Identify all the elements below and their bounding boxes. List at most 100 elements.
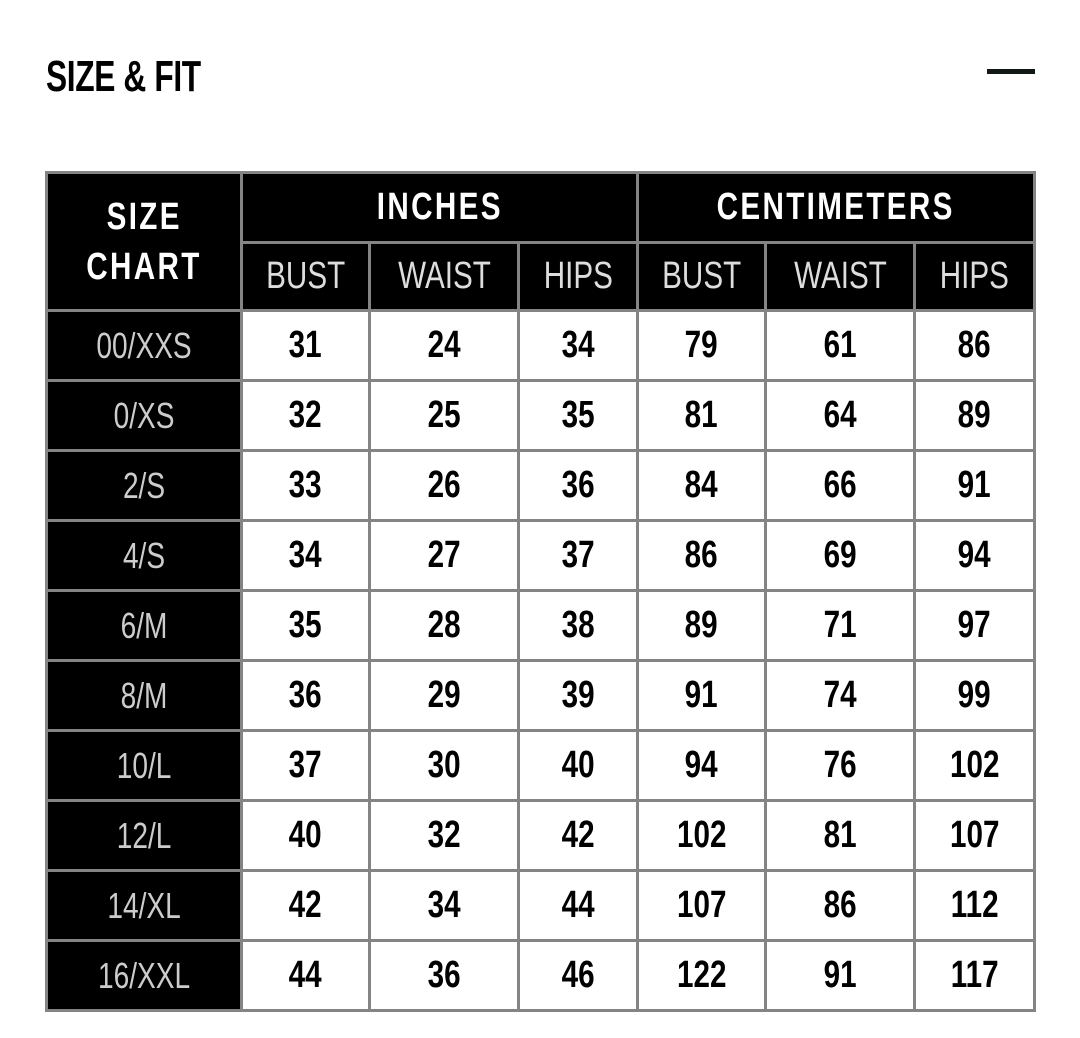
measurement-cell: 117 [913,939,1036,1012]
centimeters-label: CENTIMETERS [716,186,956,228]
measurement-cell: 33 [240,449,371,522]
page-title: SIZE & FIT [46,52,201,101]
table-row: 8/M 36 29 39 91 74 99 [45,659,1036,732]
measurement-value: 34 [561,324,595,366]
measurement-cell: 24 [368,309,520,382]
measurement-value: 24 [427,324,461,366]
column-header-waist: WAIST [368,241,520,312]
measurement-cell: 39 [517,659,639,732]
measurement-value: 35 [561,394,595,436]
measurement-value: 71 [823,604,857,646]
table-row: 00/XXS 31 24 34 79 61 86 [45,309,1036,382]
measurement-cell: 91 [636,659,767,732]
size-cell: 14/XL [45,869,243,942]
column-header-label: HIPS [939,255,1010,297]
size-cell: 6/M [45,589,243,662]
measurement-cell: 74 [764,659,916,732]
centimeters-group-header: CENTIMETERS [636,171,1036,244]
measurement-value: 31 [289,324,322,366]
table-row: 0/XS 32 25 35 81 64 89 [45,379,1036,452]
table-row: 14/XL 42 34 44 107 86 112 [45,869,1036,942]
size-chart-heading: SIZE CHART [45,171,243,312]
table-row: 10/L 37 30 40 94 76 102 [45,729,1036,802]
measurement-value: 44 [289,954,322,996]
measurement-value: 36 [561,464,595,506]
table-row: 12/L 40 32 42 102 81 107 [45,799,1036,872]
size-chart-heading-line2: CHART [86,245,202,288]
measurement-cell: 34 [517,309,639,382]
measurement-cell: 61 [764,309,916,382]
measurement-value: 74 [823,674,857,716]
measurement-cell: 94 [913,519,1036,592]
measurement-value: 81 [685,394,718,436]
measurement-value: 91 [823,954,857,996]
measurement-value: 34 [289,534,322,576]
column-header-label: WAIST [397,255,491,297]
measurement-cell: 79 [636,309,767,382]
size-cell: 4/S [45,519,243,592]
measurement-value: 46 [561,954,595,996]
measurement-cell: 66 [764,449,916,522]
column-header-label: BUST [661,255,742,297]
measurement-value: 29 [427,674,461,716]
column-header-hips: HIPS [517,241,639,312]
size-label: 10/L [116,744,172,786]
measurement-cell: 94 [636,729,767,802]
measurement-value: 35 [289,604,322,646]
measurement-value: 94 [958,534,991,576]
measurement-cell: 46 [517,939,639,1012]
size-label: 2/S [122,464,166,506]
measurement-value: 30 [427,744,461,786]
column-header-label: HIPS [543,255,613,297]
measurement-cell: 35 [240,589,371,662]
size-cell: 00/XXS [45,309,243,382]
measurement-value: 39 [561,674,595,716]
measurement-value: 86 [685,534,718,576]
measurement-cell: 102 [913,729,1036,802]
measurement-value: 107 [676,884,727,926]
measurement-value: 99 [958,674,991,716]
measurement-cell: 30 [368,729,520,802]
size-label: 12/L [116,814,172,856]
measurement-cell: 36 [517,449,639,522]
measurement-value: 32 [289,394,322,436]
measurement-cell: 44 [517,869,639,942]
size-chart-table: SIZE CHART INCHES CENTIMETERS BUST WAIST H… [45,171,1036,1012]
measurement-cell: 102 [636,799,767,872]
measurement-value: 36 [427,954,461,996]
measurement-cell: 42 [240,869,371,942]
size-cell: 16/XXL [45,939,243,1012]
measurement-value: 38 [561,604,595,646]
measurement-value: 42 [289,884,322,926]
measurement-cell: 89 [913,379,1036,452]
size-cell: 0/XS [45,379,243,452]
measurement-value: 86 [958,324,991,366]
measurement-value: 102 [676,814,727,856]
measurement-cell: 99 [913,659,1036,732]
measurement-value: 40 [561,744,595,786]
inches-group-header: INCHES [240,171,639,244]
measurement-value: 79 [685,324,718,366]
measurement-cell: 69 [764,519,916,592]
column-header-hips: HIPS [913,241,1036,312]
measurement-value: 91 [958,464,991,506]
measurement-value: 61 [823,324,857,366]
measurement-cell: 32 [240,379,371,452]
size-cell: 2/S [45,449,243,522]
measurement-cell: 28 [368,589,520,662]
measurement-cell: 40 [240,799,371,872]
measurement-cell: 64 [764,379,916,452]
measurement-value: 97 [958,604,991,646]
measurement-value: 34 [427,884,461,926]
measurement-value: 36 [289,674,322,716]
size-cell: 10/L [45,729,243,802]
size-cell: 8/M [45,659,243,732]
measurement-cell: 89 [636,589,767,662]
measurement-cell: 86 [636,519,767,592]
measurement-cell: 37 [517,519,639,592]
size-chart-heading-line1: SIZE [106,195,182,238]
measurement-cell: 86 [764,869,916,942]
minus-icon[interactable] [987,69,1035,74]
measurement-cell: 86 [913,309,1036,382]
measurement-cell: 71 [764,589,916,662]
